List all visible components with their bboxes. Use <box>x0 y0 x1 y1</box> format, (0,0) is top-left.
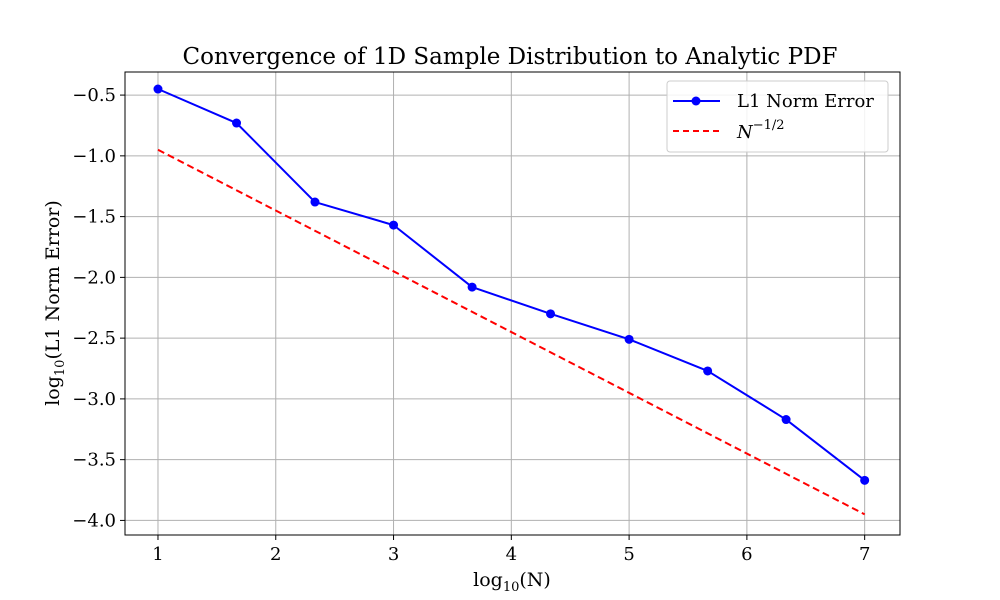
x-tick-label: 4 <box>506 544 517 565</box>
y-tick-label: −3.5 <box>72 450 116 471</box>
chart-title: Convergence of 1D Sample Distribution to… <box>183 44 838 70</box>
chart-legend: L1 Norm Error N−1/2 <box>666 80 889 153</box>
x-axis-label-suffix: (N) <box>519 569 550 591</box>
data-point <box>781 415 791 425</box>
data-point <box>624 334 634 344</box>
y-tick-label: −2.5 <box>72 328 116 349</box>
y-axis-label-prefix: log <box>42 376 64 406</box>
axis-ticks: 1 2 3 4 5 6 7 −4.0 −3.5 −3.0 −2.5 −2.0 −1.5 −1.0 −0.5 <box>72 85 870 565</box>
y-tick-label: −1.0 <box>72 146 116 167</box>
data-point <box>232 118 242 128</box>
legend-label-reference-base: N <box>736 122 754 143</box>
y-axis-label-subscript: 10 <box>53 360 68 377</box>
grid-lines <box>125 72 900 535</box>
data-point <box>703 366 713 376</box>
y-tick-label: −1.5 <box>72 207 116 228</box>
y-tick-label: −0.5 <box>72 85 116 106</box>
x-tick-label: 5 <box>623 544 634 565</box>
x-tick-label: 1 <box>152 544 163 565</box>
series-line-reference-slope <box>157 148 866 516</box>
y-tick-label: −3.0 <box>72 389 116 410</box>
x-axis-label: log10(N) <box>473 569 551 595</box>
plot-area-frame <box>124 71 901 536</box>
y-axis-label: log10(L1 Norm Error) <box>42 200 68 406</box>
legend-label-l1-norm-error: L1 Norm Error <box>737 91 874 112</box>
x-axis-label-subscript: 10 <box>503 580 520 595</box>
data-point <box>310 197 320 207</box>
data-point <box>546 309 556 319</box>
data-point <box>467 282 477 292</box>
plot-series <box>153 84 870 516</box>
legend-label-reference-slope: N−1/2 <box>736 118 785 143</box>
data-point <box>860 475 870 485</box>
legend-box <box>666 80 889 153</box>
y-tick-label: −4.0 <box>72 510 116 531</box>
x-tick-label: 2 <box>270 544 281 565</box>
x-tick-label: 7 <box>859 544 870 565</box>
legend-marker-l1-norm-error <box>691 96 701 106</box>
y-tick-label: −2.0 <box>72 267 116 288</box>
data-point <box>153 84 163 94</box>
x-tick-label: 3 <box>388 544 399 565</box>
x-axis-label-prefix: log <box>473 569 503 591</box>
series-line-l1-norm-error <box>157 88 866 482</box>
y-axis-label-suffix: (L1 Norm Error) <box>42 200 64 359</box>
data-point <box>389 220 399 230</box>
legend-label-reference-exponent: −1/2 <box>753 118 785 133</box>
x-tick-label: 6 <box>741 544 752 565</box>
